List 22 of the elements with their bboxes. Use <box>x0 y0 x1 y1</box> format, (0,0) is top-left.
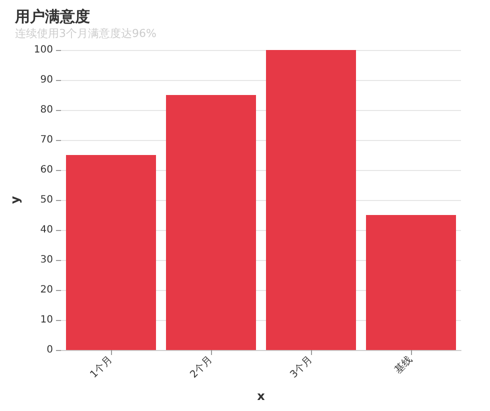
x-tick-label: 2个月 <box>188 353 215 381</box>
x-axis-title: x <box>257 389 266 403</box>
y-tick-label: 100 <box>34 44 53 56</box>
bar <box>66 155 156 350</box>
bar <box>266 50 356 350</box>
y-tick-label: 20 <box>40 284 53 296</box>
x-tick-label: 3个月 <box>288 353 315 381</box>
y-tick-label: 10 <box>40 314 53 326</box>
y-tick-label: 40 <box>40 224 53 236</box>
y-axis-title: y <box>8 196 22 204</box>
y-tick-label: 70 <box>40 134 53 146</box>
y-tick-label: 80 <box>40 104 53 116</box>
y-tick-label: 50 <box>40 194 53 206</box>
x-tick-label: 1个月 <box>88 353 115 381</box>
chart-title: 用户满意度 <box>14 8 90 26</box>
y-tick-label: 60 <box>40 164 53 176</box>
y-tick-label: 30 <box>40 254 53 266</box>
y-tick-label: 90 <box>40 74 53 86</box>
x-tick-label: 基线 <box>392 353 415 376</box>
bar <box>366 215 456 350</box>
y-tick-label: 0 <box>46 344 53 356</box>
bar <box>166 95 256 350</box>
